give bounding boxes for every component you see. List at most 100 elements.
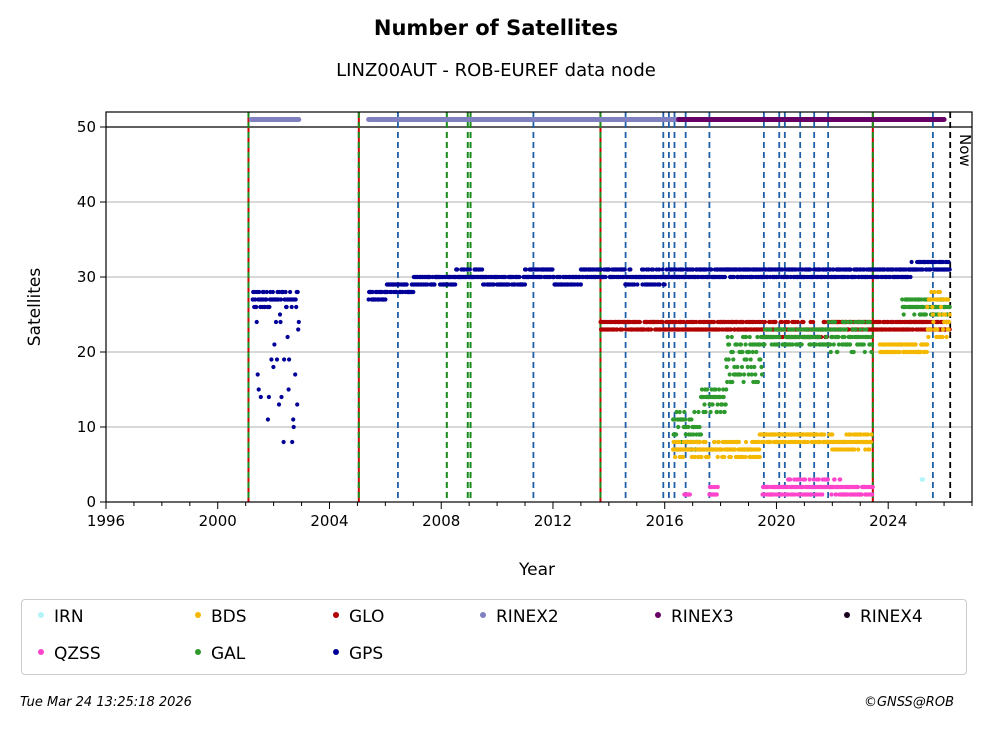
legend-label: IRN [54, 607, 84, 627]
data-point-gps [641, 267, 646, 272]
data-point-gal [686, 424, 691, 430]
data-point-gps [257, 289, 262, 295]
data-point-gps [432, 282, 437, 287]
data-point-gal [729, 334, 734, 340]
data-point-glo [795, 319, 801, 325]
data-point-gal [923, 312, 929, 317]
data-point-gps [551, 274, 557, 280]
x-tick-label: 1996 [87, 512, 125, 530]
data-point-qzss [816, 477, 821, 482]
data-point-gal [853, 319, 858, 325]
data-point-gps [366, 297, 371, 302]
data-point-gal [826, 319, 831, 325]
data-point-glo [811, 319, 816, 325]
data-point-gps [908, 274, 913, 280]
data-point-qzss [829, 492, 834, 497]
data-point-gal [862, 349, 867, 355]
data-point-gal [828, 349, 833, 355]
data-point-bds [924, 349, 929, 355]
data-point-bds [925, 304, 930, 310]
data-point-gps [256, 387, 261, 392]
data-point-gal [738, 372, 743, 377]
data-point-gal [858, 327, 863, 332]
data-point-bds [931, 319, 936, 325]
legend-marker-gps [333, 649, 339, 655]
data-point-gal [705, 387, 710, 392]
data-point-gps [680, 267, 686, 272]
y-tick-label: 0 [86, 493, 96, 511]
y-axis-label: Satellites [25, 268, 45, 347]
data-point-gal [683, 432, 688, 437]
data-point-glo [660, 319, 665, 325]
legend-item-rinex2: RINEX2 [480, 606, 559, 628]
data-point-gps [491, 282, 496, 287]
data-point-gal [813, 342, 819, 347]
data-point-gps [550, 267, 555, 272]
data-point-bds [743, 454, 748, 460]
data-point-bds [930, 312, 936, 317]
data-point-gps [295, 402, 300, 407]
data-point-bds [687, 447, 692, 452]
data-point-gal [717, 387, 722, 392]
data-point-gal [721, 394, 726, 400]
data-point-gps [255, 372, 260, 377]
data-point-bds [822, 432, 827, 437]
data-point-gal [842, 334, 847, 340]
data-point-gps [732, 274, 737, 280]
legend-label: GLO [349, 607, 385, 627]
data-point-bds [918, 349, 923, 355]
data-point-bds [938, 304, 944, 310]
data-point-bds [946, 327, 951, 332]
data-point-gps [288, 289, 293, 295]
legend-item-qzss: QZSS [38, 643, 101, 665]
data-point-qzss [870, 484, 875, 490]
data-point-gps [274, 357, 280, 362]
data-point-gal [749, 372, 754, 377]
data-point-gps [635, 282, 640, 287]
data-point-gal [710, 402, 715, 407]
data-point-bds [818, 439, 823, 445]
data-point-gps [404, 282, 409, 287]
legend-marker-irn [38, 612, 44, 618]
data-point-gal [868, 342, 873, 347]
y-tick-label: 10 [77, 418, 96, 436]
data-point-glo [773, 319, 778, 325]
data-point-glo [786, 319, 791, 325]
data-point-bds [736, 439, 742, 445]
data-point-qzss [870, 492, 875, 497]
data-point-bds [692, 454, 698, 460]
data-point-gal [775, 342, 780, 347]
data-point-gps [272, 342, 277, 347]
data-point-glo [801, 319, 806, 325]
data-point-gps [284, 304, 289, 310]
data-point-gps [657, 267, 662, 272]
legend-item-gal: GAL [195, 643, 245, 665]
data-point-gal [759, 372, 765, 377]
data-point-bds [858, 432, 863, 437]
data-point-gps [660, 267, 665, 272]
data-point-bds [897, 349, 902, 355]
data-point-bds [768, 439, 773, 445]
x-tick-label: 2020 [757, 512, 795, 530]
data-point-gal [851, 349, 856, 355]
data-point-gps [411, 289, 416, 295]
data-point-gps [253, 297, 258, 302]
data-point-gal [782, 327, 787, 332]
data-point-gal [900, 297, 905, 302]
data-point-gal [741, 379, 746, 385]
data-point-gps [294, 304, 299, 310]
data-point-gps [278, 319, 283, 325]
data-point-gps [293, 372, 298, 377]
data-point-gal [730, 349, 735, 355]
data-point-gps [480, 267, 485, 272]
data-point-bds [868, 439, 874, 445]
data-point-gps [662, 282, 667, 287]
data-point-gal [848, 342, 853, 347]
data-point-bds [677, 439, 682, 445]
data-point-gal [864, 327, 869, 332]
data-point-bds [869, 432, 874, 437]
data-point-gps [279, 394, 284, 400]
legend-label: RINEX4 [860, 607, 923, 627]
legend-marker-gal [195, 649, 201, 655]
data-point-gps [946, 259, 951, 265]
